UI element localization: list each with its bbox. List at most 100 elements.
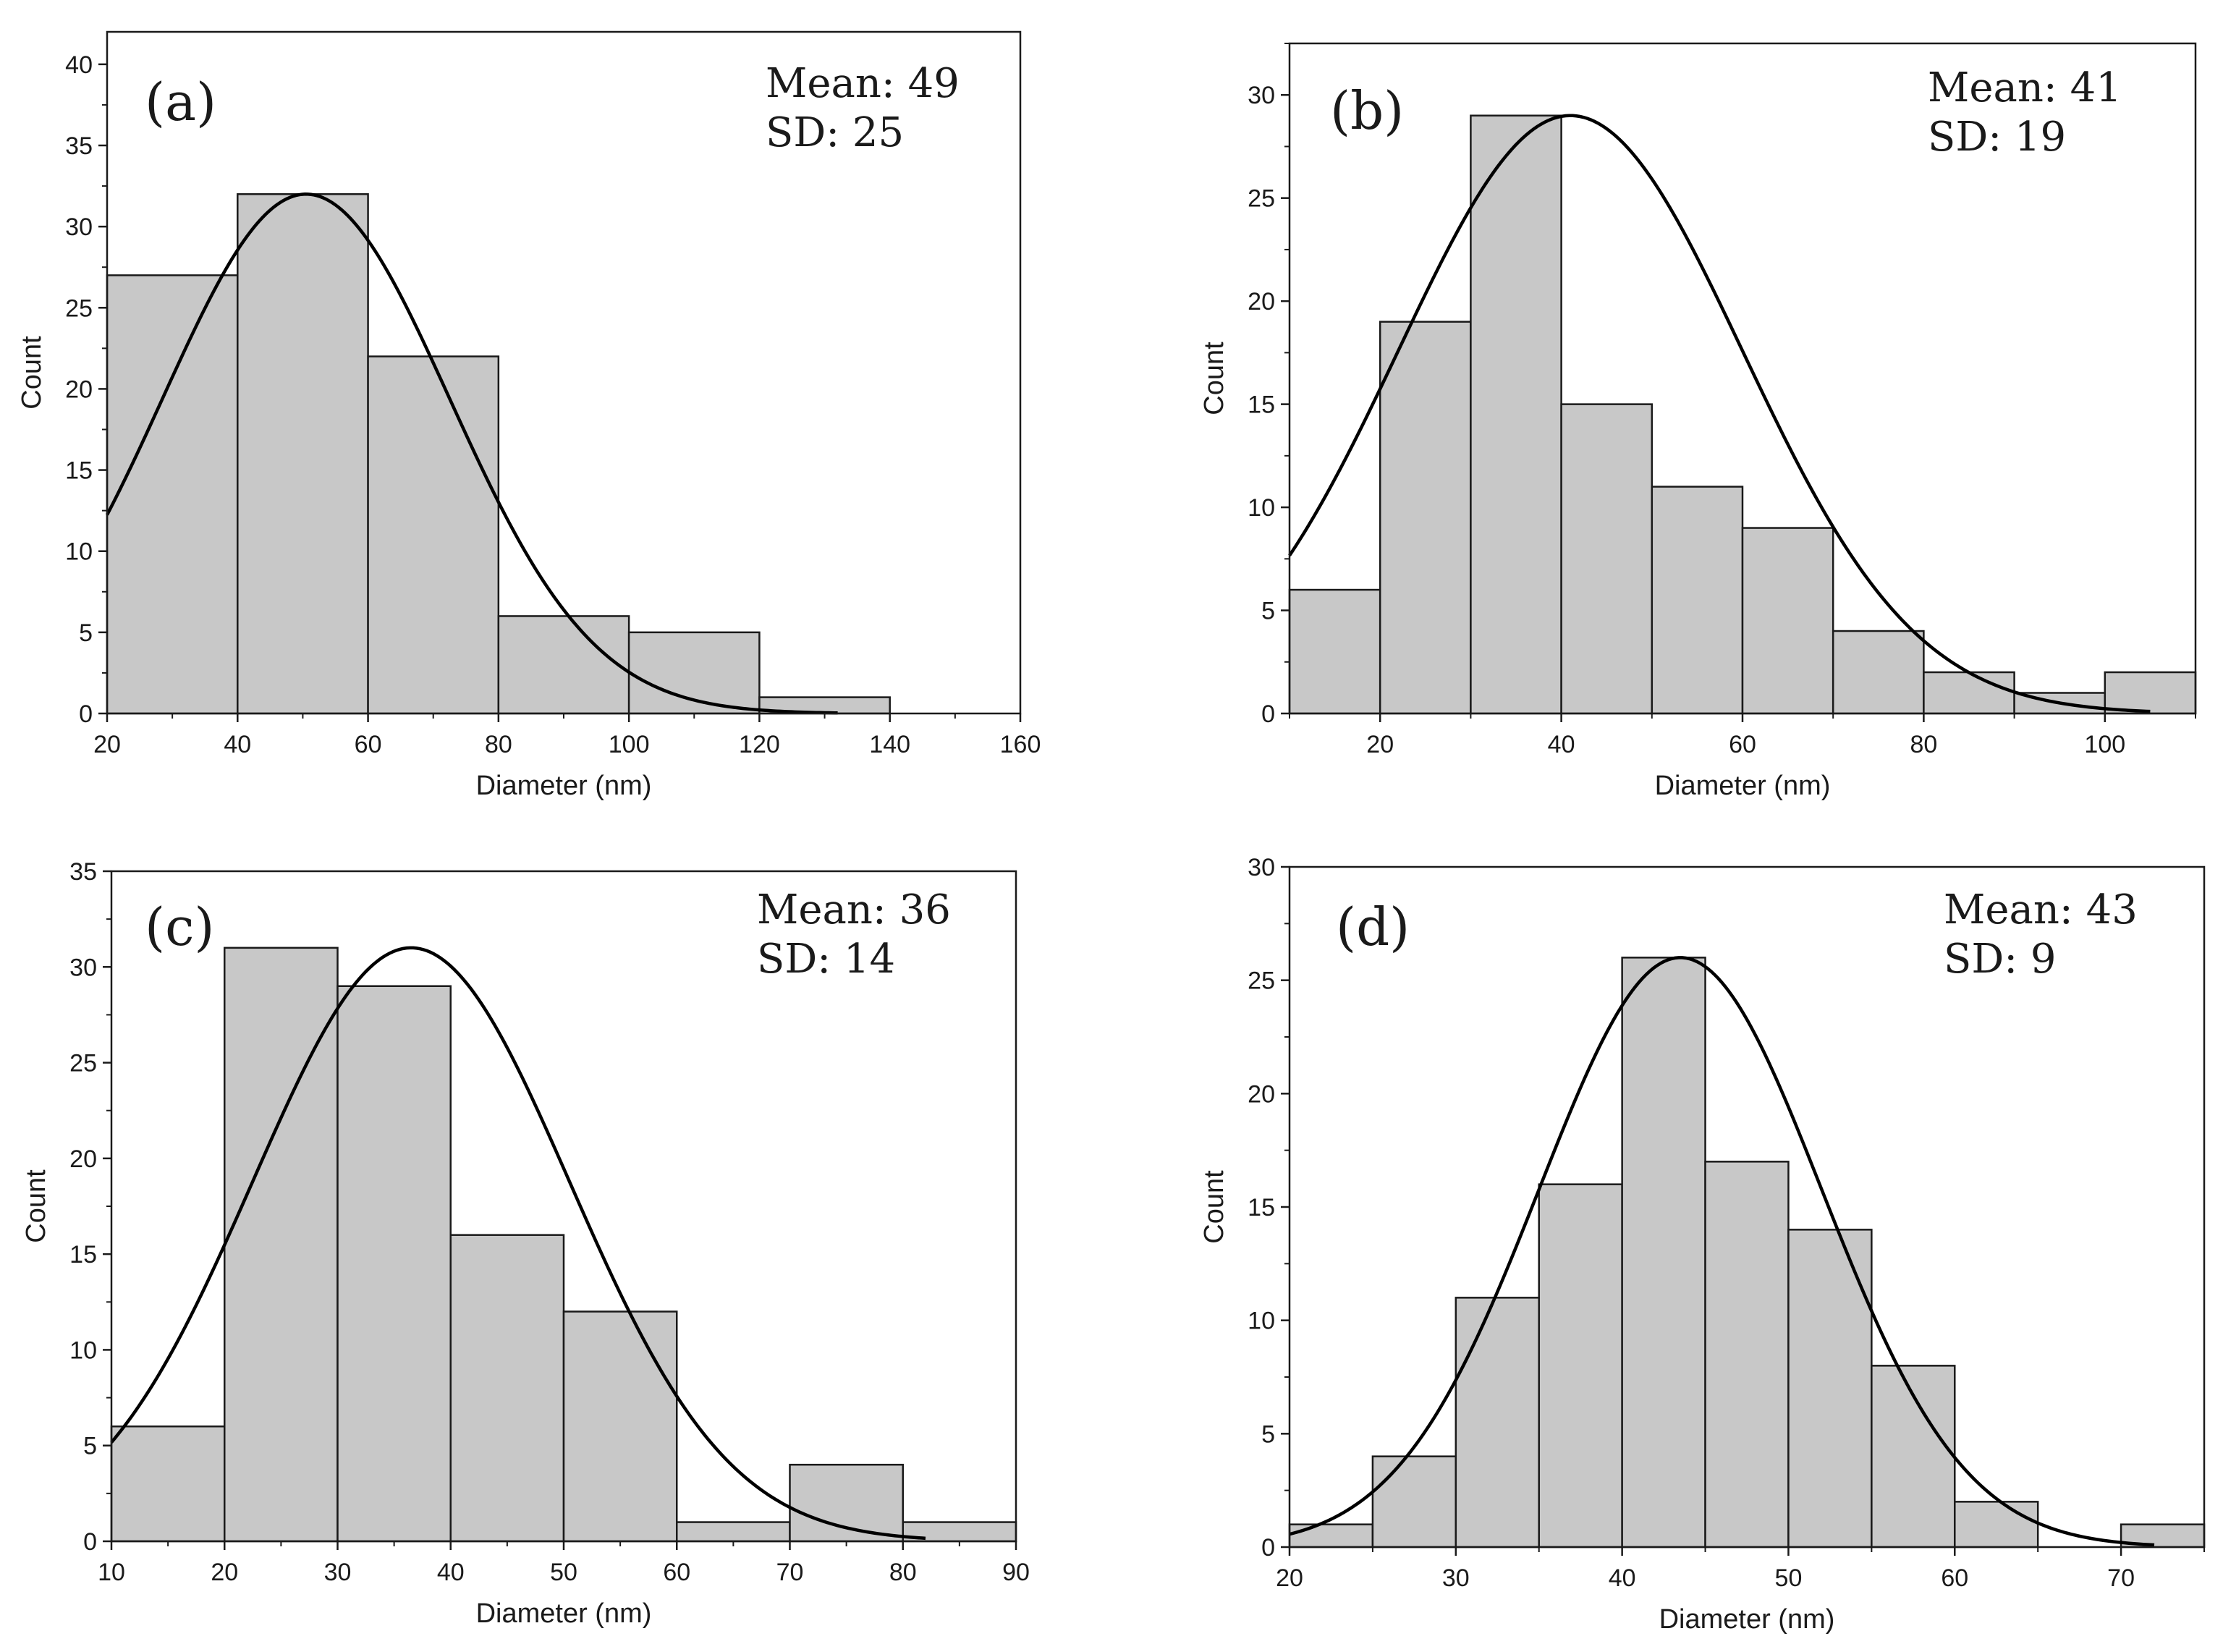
mean-annotation: Mean: 41 (1928, 64, 2122, 111)
y-tick-label: 0 (83, 1528, 97, 1556)
y-tick-label: 10 (69, 1337, 97, 1364)
histogram-bar (1923, 671, 2015, 715)
histogram-panel: 20 30 40 50 60 70 0 5 10 15 20 25 30 Diameter (nm) Cou… (1199, 854, 2206, 1635)
x-axis-title: Diameter (nm) (476, 1598, 652, 1629)
y-tick-label: 10 (1248, 1308, 1275, 1335)
histogram-bar (2104, 671, 2197, 715)
histogram-bar (1741, 527, 1834, 715)
y-tick-label: 35 (65, 132, 93, 160)
histogram-bar (1288, 588, 1381, 715)
histogram-bar (106, 274, 239, 715)
histogram-bar (789, 1463, 904, 1543)
x-axis-title: Diameter (nm) (1655, 771, 1831, 801)
histogram-bar (1832, 630, 1925, 715)
y-tick-label: 30 (69, 954, 97, 981)
x-axis-title: Diameter (nm) (1659, 1604, 1835, 1635)
x-tick-label: 10 (98, 1559, 125, 1586)
y-tick-label: 20 (1248, 1080, 1275, 1108)
x-tick-label: 30 (1442, 1564, 1470, 1592)
mean-annotation: Mean: 36 (757, 886, 951, 933)
panel-label: (c) (145, 897, 215, 957)
y-tick-label: 5 (1261, 598, 1275, 625)
panel-label: (d) (1336, 897, 1410, 957)
y-tick-label: 20 (65, 376, 93, 403)
sd-annotation: SD: 14 (757, 936, 895, 983)
histogram-bar (110, 1426, 226, 1543)
y-tick-label: 30 (1248, 82, 1275, 109)
y-tick-label: 10 (1248, 494, 1275, 522)
mean-annotation: Mean: 43 (1944, 886, 2138, 933)
sd-annotation: SD: 25 (766, 109, 904, 156)
x-tick-label: 40 (437, 1559, 465, 1586)
histogram-bar (1651, 486, 1744, 715)
x-tick-label: 20 (1366, 731, 1394, 758)
y-tick-label: 20 (1248, 288, 1275, 315)
x-tick-label: 20 (93, 731, 121, 758)
histogram-bar (237, 193, 369, 715)
x-tick-label: 30 (324, 1559, 352, 1586)
histogram-bar (1470, 114, 1562, 715)
y-tick-label: 5 (1261, 1420, 1275, 1448)
y-tick-label: 30 (65, 213, 93, 241)
gaussian-fit-curve (110, 946, 926, 1541)
y-tick-label: 25 (69, 1050, 97, 1077)
x-tick-label: 20 (1276, 1564, 1303, 1592)
y-tick-label: 5 (79, 619, 93, 647)
y-tick-label: 15 (1248, 1194, 1275, 1221)
histogram-panel: 10 20 30 40 50 60 70 80 90 0 5 10 15 20 25 30 35 Diameter… (21, 858, 1030, 1629)
histogram-bar (367, 355, 500, 715)
y-tick-label: 5 (83, 1433, 97, 1460)
y-tick-label: 0 (79, 700, 93, 728)
histogram-bar (449, 1234, 565, 1543)
x-tick-label: 60 (1941, 1564, 1968, 1592)
x-tick-label: 140 (869, 731, 910, 758)
histogram-bar (1288, 1523, 1374, 1549)
x-tick-label: 100 (2084, 731, 2125, 758)
y-tick-label: 15 (69, 1241, 97, 1268)
histogram-bar (562, 1310, 678, 1543)
histogram-bar (1455, 1297, 1540, 1549)
y-tick-label: 25 (1248, 967, 1275, 995)
x-tick-label: 120 (739, 731, 780, 758)
y-axis-title: Count (1199, 1170, 1229, 1244)
x-tick-label: 50 (550, 1559, 577, 1586)
histogram-bar (676, 1521, 791, 1543)
y-tick-label: 10 (65, 538, 93, 566)
y-tick-label: 0 (1261, 700, 1275, 728)
y-tick-label: 25 (65, 295, 93, 322)
x-tick-label: 50 (1775, 1564, 1803, 1592)
histogram-bar (497, 615, 630, 715)
y-tick-label: 15 (1248, 391, 1275, 419)
histogram-bar (1538, 1183, 1623, 1549)
sd-annotation: SD: 9 (1944, 936, 2057, 983)
panel-label: (a) (145, 72, 216, 132)
gaussian-fit-curve (106, 192, 838, 715)
x-tick-label: 90 (1002, 1559, 1030, 1586)
y-axis-title: Count (17, 336, 47, 410)
histogram-bar (1560, 403, 1654, 715)
x-tick-label: 70 (776, 1559, 804, 1586)
x-tick-label: 70 (2107, 1564, 2135, 1592)
x-tick-label: 80 (889, 1559, 917, 1586)
x-tick-label: 40 (1548, 731, 1575, 758)
x-tick-label: 160 (1000, 731, 1041, 758)
x-tick-label: 20 (211, 1559, 238, 1586)
y-tick-label: 30 (1248, 854, 1275, 881)
histogram-bar (336, 985, 452, 1543)
x-tick-label: 80 (1910, 731, 1937, 758)
y-tick-label: 25 (1248, 185, 1275, 213)
sd-annotation: SD: 19 (1928, 114, 2066, 161)
gaussian-fit-curve (1288, 114, 2151, 713)
histogram-bar (1371, 1455, 1457, 1549)
x-tick-label: 60 (355, 731, 382, 758)
y-axis-title: Count (21, 1169, 51, 1243)
y-axis-title: Count (1199, 342, 1229, 415)
histogram-bar (1621, 957, 1706, 1549)
y-tick-label: 0 (1261, 1534, 1275, 1562)
x-tick-label: 40 (1609, 1564, 1636, 1592)
gaussian-fit-curve (1289, 956, 2155, 1547)
histogram-bar (1787, 1229, 1873, 1549)
y-tick-label: 15 (65, 457, 93, 485)
x-axis-title: Diameter (nm) (476, 771, 652, 801)
